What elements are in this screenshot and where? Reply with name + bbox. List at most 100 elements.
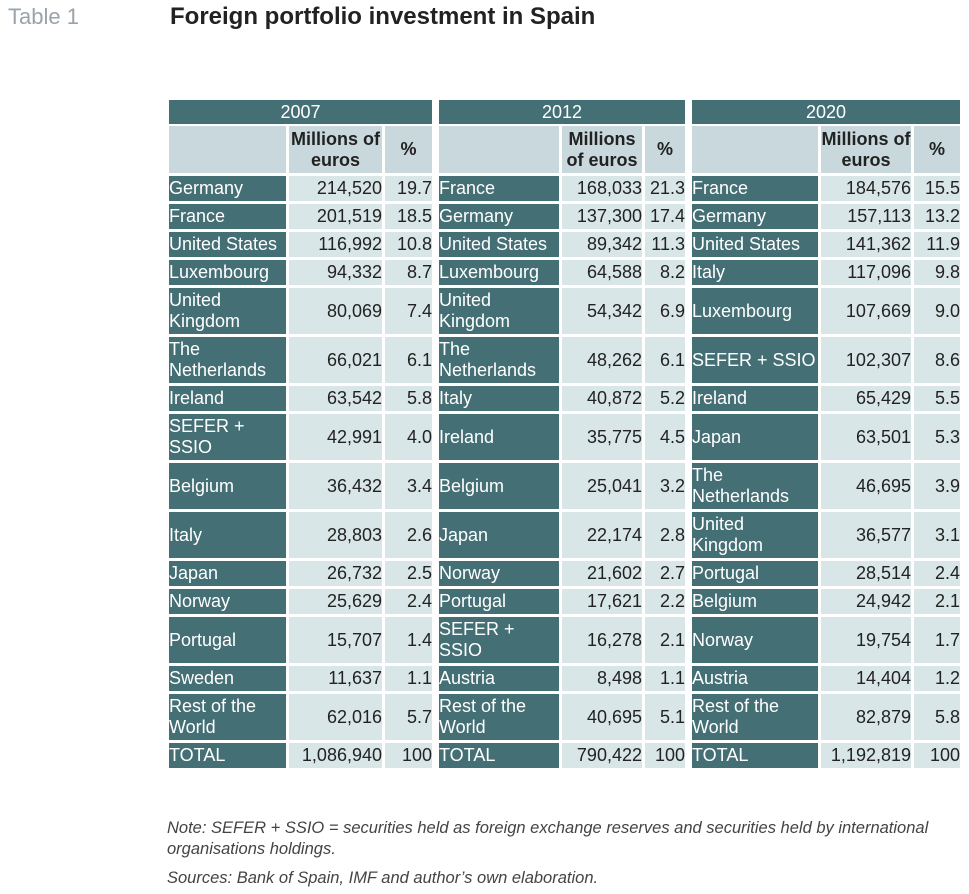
country-cell: France [692,176,818,204]
table-row: Ireland 63,542 5.8 Italy 40,872 5.2 Ireland 65,… [169,386,960,414]
percent-cell: 10.8 [385,232,432,260]
country-cell: United Kingdom [692,512,818,561]
value-cell: 141,362 [821,232,911,260]
value-cell: 157,113 [821,204,911,232]
value-cell: 40,695 [562,694,642,743]
table-row: United Kingdom 80,069 7.4 United Kingdom 54,… [169,288,960,337]
country-cell: Sweden [169,666,286,694]
percent-cell: 100 [645,743,685,771]
value-cell: 19,754 [821,617,911,666]
value-cell: 22,174 [562,512,642,561]
country-cell: Portugal [692,561,818,589]
value-cell: 48,262 [562,337,642,386]
sources-line: Sources: Bank of Spain, IMF and author’s… [167,869,599,887]
country-cell: Rest of the World [439,694,559,743]
percent-cell: 2.6 [385,512,432,561]
percent-cell: 21.3 [645,176,685,204]
percent-cell: 2.1 [645,617,685,666]
value-cell: 16,278 [562,617,642,666]
country-column-header [692,126,818,176]
country-cell: Luxembourg [439,260,559,288]
country-cell: United States [692,232,818,260]
country-cell: Rest of the World [692,694,818,743]
percent-cell: 13.2 [914,204,960,232]
country-cell: Luxembourg [169,260,286,288]
percent-cell: 2.1 [914,589,960,617]
footnote: Note: SEFER + SSIO = securities held as … [167,819,929,858]
country-cell: The Netherlands [169,337,286,386]
country-column-header [169,126,286,176]
country-cell: The Netherlands [439,337,559,386]
table-row: Norway 25,629 2.4 Portugal 17,621 2.2 Belgium 2… [169,589,960,617]
country-cell: SEFER + SSIO [169,414,286,463]
millions-column-header: Millions of euros [562,126,642,176]
percent-cell: 18.5 [385,204,432,232]
table-row: Portugal 15,707 1.4 SEFER + SSIO 16,278 2.1 No… [169,617,960,666]
percent-cell: 2.7 [645,561,685,589]
country-cell: TOTAL [439,743,559,771]
value-cell: 62,016 [289,694,382,743]
value-cell: 82,879 [821,694,911,743]
country-cell: France [439,176,559,204]
country-cell: SEFER + SSIO [692,337,818,386]
table-row: TOTAL 1,086,940 100 TOTAL 790,422 100 TOTAL 1,1… [169,743,960,771]
country-cell: Italy [439,386,559,414]
table-row: United States 116,992 10.8 United States 89,… [169,232,960,260]
percent-cell: 2.8 [645,512,685,561]
value-cell: 54,342 [562,288,642,337]
value-cell: 28,514 [821,561,911,589]
percent-cell: 1.1 [645,666,685,694]
country-cell: TOTAL [169,743,286,771]
percent-cell: 5.1 [645,694,685,743]
percent-cell: 9.0 [914,288,960,337]
percent-cell: 6.1 [645,337,685,386]
percent-cell: 11.3 [645,232,685,260]
value-cell: 14,404 [821,666,911,694]
value-cell: 46,695 [821,463,911,512]
percent-cell: 6.1 [385,337,432,386]
percent-column-header: % [645,126,685,176]
percent-cell: 5.8 [385,386,432,414]
table-row: Rest of the World 62,016 5.7 Rest of the Wo… [169,694,960,743]
value-cell: 1,086,940 [289,743,382,771]
value-cell: 42,991 [289,414,382,463]
percent-cell: 5.5 [914,386,960,414]
country-cell: Belgium [439,463,559,512]
percent-cell: 19.7 [385,176,432,204]
table-row: Sweden 11,637 1.1 Austria 8,498 1.1 Austria 14,… [169,666,960,694]
country-cell: The Netherlands [692,463,818,512]
value-cell: 11,637 [289,666,382,694]
table-row: Italy 28,803 2.6 Japan 22,174 2.8 United Kingd… [169,512,960,561]
value-cell: 107,669 [821,288,911,337]
country-cell: Rest of the World [169,694,286,743]
percent-cell: 2.2 [645,589,685,617]
percent-column-header: % [385,126,432,176]
value-cell: 89,342 [562,232,642,260]
investment-table: 2007 2012 2020 Millions of euros % Milli… [166,100,963,771]
country-cell: Belgium [169,463,286,512]
percent-cell: 2.5 [385,561,432,589]
value-cell: 24,942 [821,589,911,617]
value-cell: 102,307 [821,337,911,386]
year-header-2012: 2012 [439,100,685,126]
country-cell: France [169,204,286,232]
value-cell: 790,422 [562,743,642,771]
percent-cell: 5.7 [385,694,432,743]
percent-cell: 4.5 [645,414,685,463]
country-cell: United States [439,232,559,260]
country-cell: Japan [169,561,286,589]
value-cell: 64,588 [562,260,642,288]
value-cell: 63,501 [821,414,911,463]
percent-cell: 8.7 [385,260,432,288]
table-title: Foreign portfolio investment in Spain [170,3,596,30]
year-header-2007: 2007 [169,100,432,126]
value-cell: 36,577 [821,512,911,561]
percent-cell: 3.2 [645,463,685,512]
table-row: Japan 26,732 2.5 Norway 21,602 2.7 Portugal 28,… [169,561,960,589]
country-column-header [439,126,559,176]
value-cell: 1,192,819 [821,743,911,771]
percent-cell: 5.8 [914,694,960,743]
percent-cell: 4.0 [385,414,432,463]
value-cell: 35,775 [562,414,642,463]
percent-cell: 3.4 [385,463,432,512]
